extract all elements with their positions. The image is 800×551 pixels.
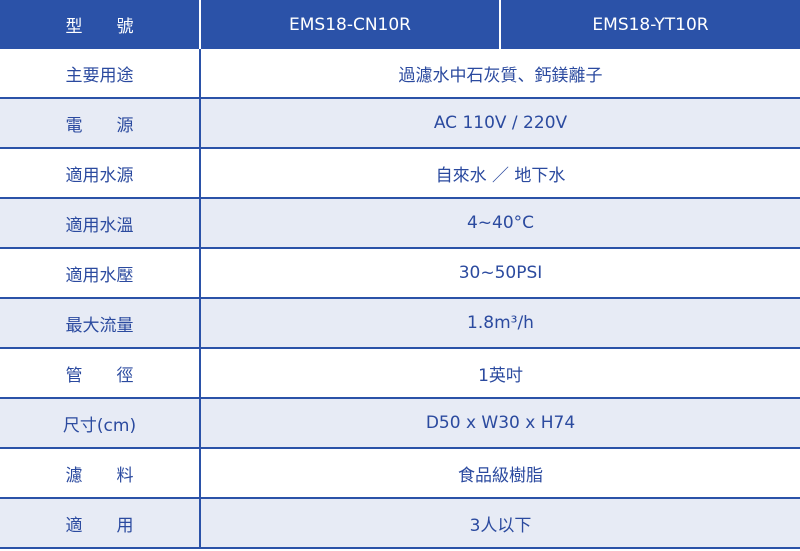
table-row: 濾 料食品級樹脂: [0, 448, 800, 499]
row-label: 適用水溫: [0, 198, 201, 249]
table-row: 主要用途 過濾水中石灰質、鈣鎂離子: [0, 49, 800, 99]
row-label: 適用水壓: [0, 248, 201, 299]
row-value: 1.8m³/h: [200, 298, 800, 349]
row-value: 食品級樹脂: [200, 448, 800, 499]
table-row: 電 源 AC 110V / 220V: [0, 98, 800, 149]
row-label: 尺寸(cm): [0, 398, 201, 449]
table-row: 最大流量 1.8m³/h: [0, 298, 800, 349]
row-label: 管 徑: [0, 348, 201, 399]
header-label: 型 號: [0, 0, 201, 49]
row-label: 最大流量: [0, 298, 201, 349]
row-label: 電 源: [0, 98, 201, 149]
row-value: 過濾水中石灰質、鈣鎂離子: [200, 49, 800, 99]
row-label: 濾 料: [0, 448, 201, 499]
row-value: D50 x W30 x H74: [200, 398, 800, 449]
header-model-2: EMS18-YT10R: [500, 0, 800, 49]
table-row: 適用水壓 30~50PSI: [0, 248, 800, 299]
table-row: 尺寸(cm) D50 x W30 x H74: [0, 398, 800, 449]
header-row: 型 號 EMS18-CN10R EMS18-YT10R: [0, 0, 800, 49]
row-value: 1英吋: [200, 348, 800, 399]
row-label: 適 用: [0, 498, 201, 549]
row-value: 4~40°C: [200, 198, 800, 249]
table-row: 適用水溫 4~40°C: [0, 198, 800, 249]
row-value: 30~50PSI: [200, 248, 800, 299]
row-value: 自來水 ／ 地下水: [200, 148, 800, 199]
table-row: 適用水源 自來水 ／ 地下水: [0, 148, 800, 199]
row-value: AC 110V / 220V: [200, 98, 800, 149]
row-value: 3人以下: [200, 498, 800, 549]
header-model-1: EMS18-CN10R: [200, 0, 501, 49]
row-label: 主要用途: [0, 49, 201, 99]
row-label: 適用水源: [0, 148, 201, 199]
table-row: 適 用 3人以下: [0, 498, 800, 549]
table-row: 管 徑 1英吋: [0, 348, 800, 399]
